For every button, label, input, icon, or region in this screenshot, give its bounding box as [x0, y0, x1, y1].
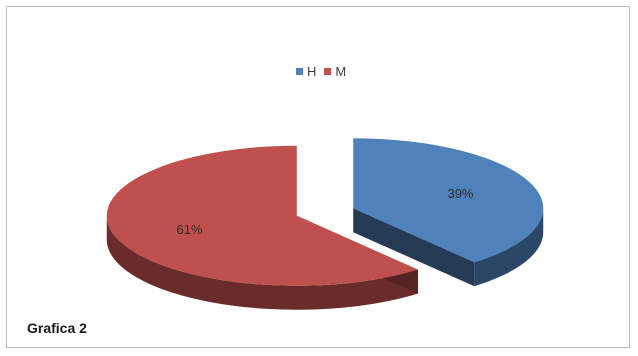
data-label-m: 61% — [176, 222, 202, 237]
pie-slice-m-side — [106, 215, 418, 310]
legend-swatch-m — [324, 68, 332, 75]
chart-caption: Grafica 2 — [27, 320, 87, 336]
pie-slice-h-side — [474, 208, 544, 287]
legend-item-m: M — [324, 64, 346, 79]
pie-slice-h — [353, 138, 544, 263]
legend-swatch-h — [296, 68, 303, 75]
pie-slice-h-face — [353, 208, 475, 287]
legend-item-h: H — [296, 64, 316, 79]
data-label-h: 39% — [447, 186, 473, 201]
legend-label-h: H — [307, 64, 317, 79]
legend-label-m: M — [335, 64, 347, 79]
pie-slice-m — [106, 145, 418, 286]
legend: H M — [296, 64, 346, 79]
